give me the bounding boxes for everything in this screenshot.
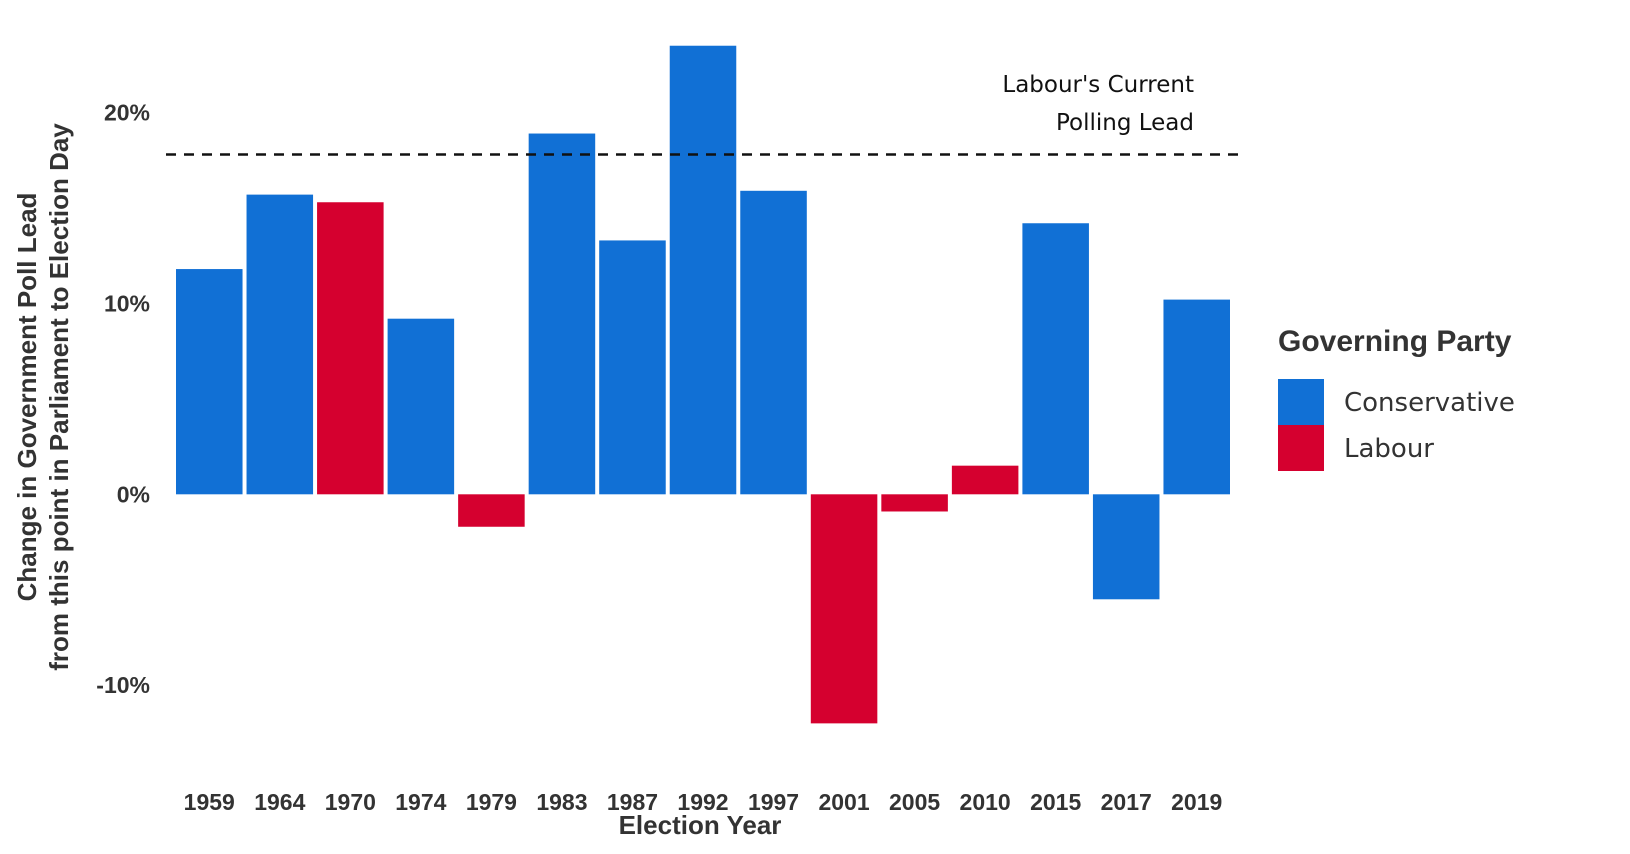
y-axis-title-line-2: from this point in Parliament to Electio… bbox=[44, 123, 74, 671]
legend: Governing Party Conservative Labour bbox=[1278, 325, 1515, 471]
legend-label-conservative: Conservative bbox=[1344, 388, 1515, 418]
x-tick-label-2015: 2015 bbox=[1030, 789, 1081, 815]
x-tick-label-2010: 2010 bbox=[960, 789, 1011, 815]
x-tick-label-1979: 1979 bbox=[466, 789, 517, 815]
legend-swatch-labour bbox=[1278, 425, 1324, 471]
bar-2010 bbox=[951, 465, 1019, 495]
reference-line-label-line-2: Polling Lead bbox=[1056, 110, 1194, 136]
bar-1987 bbox=[599, 240, 666, 495]
y-tick-label: 0% bbox=[117, 481, 150, 507]
x-axis-ticks: 1959 1964 1970 1974 1979 1983 1987 1992 1997 2001… bbox=[184, 789, 1223, 815]
bar-2017 bbox=[1092, 494, 1160, 600]
y-tick-label: 10% bbox=[104, 290, 150, 316]
bar-2015 bbox=[1022, 223, 1089, 495]
x-tick-label-1974: 1974 bbox=[395, 789, 446, 815]
bar-series bbox=[176, 45, 1230, 724]
legend-entries: Conservative Labour bbox=[1278, 379, 1515, 471]
reference-line-label-line-1: Labour's Current bbox=[1002, 72, 1194, 98]
x-tick-label-1992: 1992 bbox=[677, 789, 728, 815]
bar-1983 bbox=[528, 133, 596, 495]
x-tick-label-1997: 1997 bbox=[748, 789, 799, 815]
legend-label-labour: Labour bbox=[1344, 434, 1434, 464]
x-tick-label-2001: 2001 bbox=[818, 789, 869, 815]
y-axis-title: Change in Government Poll Lead from this… bbox=[12, 123, 74, 671]
x-tick-label-2019: 2019 bbox=[1171, 789, 1222, 815]
bar-1959 bbox=[176, 269, 243, 495]
x-tick-label-1970: 1970 bbox=[325, 789, 376, 815]
bar-1979 bbox=[458, 494, 525, 527]
y-tick-label: -10% bbox=[96, 672, 150, 698]
x-axis-title: Election Year bbox=[619, 810, 782, 840]
bar-1997 bbox=[740, 190, 807, 495]
y-axis-title-line-1: Change in Government Poll Lead bbox=[12, 193, 42, 602]
x-tick-label-2005: 2005 bbox=[889, 789, 940, 815]
legend-swatch-conservative bbox=[1278, 379, 1324, 425]
bar-2019 bbox=[1163, 299, 1230, 495]
x-tick-label-2017: 2017 bbox=[1101, 789, 1152, 815]
y-tick-label: 20% bbox=[104, 100, 150, 126]
bar-1974 bbox=[387, 318, 455, 495]
x-tick-label-1959: 1959 bbox=[184, 789, 235, 815]
x-tick-label-1964: 1964 bbox=[254, 789, 305, 815]
bar-2005 bbox=[881, 494, 948, 512]
x-tick-label-1987: 1987 bbox=[607, 789, 658, 815]
bar-1964 bbox=[246, 194, 314, 495]
x-tick-label-1983: 1983 bbox=[536, 789, 587, 815]
bar-2001 bbox=[810, 494, 878, 724]
bar-1970 bbox=[317, 202, 384, 495]
reference-line-group: Labour's Current Polling Lead bbox=[166, 72, 1240, 156]
bar-1992 bbox=[669, 45, 737, 495]
y-axis-ticks: -10% 0% 10% 20% bbox=[96, 100, 150, 699]
legend-title: Governing Party bbox=[1278, 325, 1512, 358]
